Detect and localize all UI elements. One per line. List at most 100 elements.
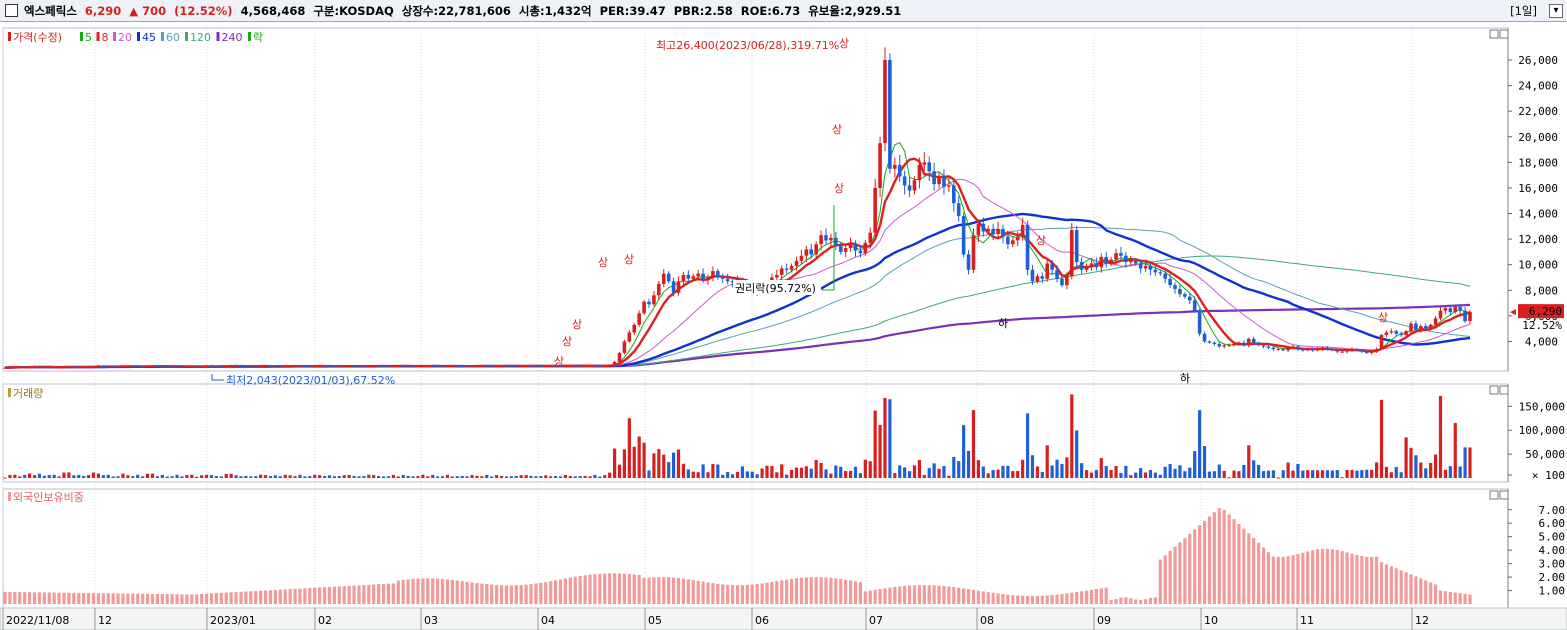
candle-body <box>220 366 224 367</box>
low-price-annotation: 최저2,043(2023/01/03),67.52% <box>226 374 395 387</box>
candle-body <box>864 243 868 253</box>
foreign-ratio-bar <box>436 579 439 604</box>
candle-body <box>780 269 784 275</box>
candle-body <box>23 367 27 368</box>
x-tick-label: 05 <box>648 614 662 627</box>
foreign-ratio-bar <box>146 594 149 604</box>
candle-body <box>337 366 341 367</box>
foreign-ratio-bar <box>348 586 351 604</box>
price-y-tick-label: 16,000 <box>1518 182 1558 195</box>
foreign-ratio-bar <box>461 581 464 604</box>
candle-body <box>726 279 730 282</box>
volume-bar <box>407 476 410 478</box>
foreign-y-tick-label: 7.00 <box>1539 504 1566 517</box>
candle-body <box>1090 263 1094 266</box>
foreign-ratio-bar <box>372 584 375 604</box>
candle-body <box>996 229 1000 234</box>
volume-bar <box>500 476 503 478</box>
volume-bar <box>1468 447 1471 478</box>
candle-body <box>569 366 573 367</box>
candle-body <box>1449 308 1453 312</box>
foreign-ratio-bar <box>1272 557 1275 604</box>
last-pct-label: 12.52% <box>1522 319 1562 332</box>
volume-bar <box>1341 477 1344 478</box>
foreign-ratio-bar <box>1355 555 1358 604</box>
candle-body <box>1021 225 1025 237</box>
limit-down-marker: 하 <box>1180 371 1190 385</box>
foreign-ratio-bar <box>529 584 532 604</box>
candle-body <box>1385 332 1389 335</box>
volume-bar <box>574 476 577 478</box>
foreign-ratio-bar <box>1282 557 1285 604</box>
volume-bar <box>628 418 631 478</box>
foreign-ratio-bar <box>898 586 901 604</box>
candle-body <box>1331 349 1335 350</box>
volume-bar <box>1065 457 1068 478</box>
volume-bar <box>1409 448 1412 478</box>
candle-body <box>421 366 425 367</box>
volume-bar <box>795 468 798 478</box>
foreign-ratio-bar <box>1267 552 1270 604</box>
candle-body <box>785 269 789 270</box>
foreign-ratio-bar <box>1169 551 1172 604</box>
candle-body <box>544 366 548 367</box>
candle-body <box>1301 349 1305 350</box>
volume-bar <box>421 475 424 478</box>
foreign-ratio-bar <box>57 593 60 604</box>
price-y-tick-label: 10,000 <box>1518 259 1558 272</box>
foreign-legend-entry: 외국인보유비중 <box>13 491 84 504</box>
volume-bar <box>416 476 419 478</box>
price-y-tick-label: 18,000 <box>1518 156 1558 169</box>
volume-bar <box>652 453 655 478</box>
foreign-ratio-bar <box>844 580 847 604</box>
foreign-ratio-bar <box>190 594 193 604</box>
x-tick-label: 04 <box>541 614 555 627</box>
volume-bar <box>549 476 552 478</box>
volume-bar <box>878 425 881 478</box>
foreign-ratio-bar <box>780 580 783 604</box>
foreign-ratio-bar <box>200 594 203 604</box>
volume-bar <box>1365 470 1368 478</box>
chart-canvas[interactable]: 2022/11/08 12 2023/01 02 03 04 05 06 07 08 09 10 11 1… <box>0 22 1567 630</box>
foreign-ratio-bar <box>362 585 365 604</box>
volume-bar <box>441 476 444 478</box>
volume-bar <box>1336 470 1339 478</box>
window-menu-button[interactable]: ▾ <box>1549 4 1563 18</box>
candle-body <box>323 366 327 367</box>
foreign-ratio-bar <box>859 582 862 604</box>
legend-entry: 20 <box>118 31 132 44</box>
candle-body <box>1272 348 1276 349</box>
foreign-ratio-bar <box>485 584 488 604</box>
foreign-ratio-bar <box>1287 556 1290 604</box>
foreign-ratio-bar <box>810 577 813 604</box>
candle-body <box>667 274 671 282</box>
candle-body <box>180 367 184 368</box>
price-change-pct: (12.52%) <box>174 4 232 18</box>
candle-body <box>269 366 273 367</box>
candle-body <box>259 366 263 367</box>
candle-body <box>918 165 922 180</box>
legend-swatch <box>137 32 140 41</box>
volume-bar <box>1178 465 1181 478</box>
foreign-ratio-bar <box>957 588 960 604</box>
volume-bar <box>141 476 144 478</box>
candle-body <box>62 367 66 368</box>
foreign-ratio-bar <box>1301 553 1304 604</box>
foreign-ratio-bar <box>765 583 768 604</box>
candle-body <box>1006 237 1010 245</box>
foreign-ratio-bar <box>667 577 670 604</box>
limit-up-marker: 상 <box>554 355 564 368</box>
volume-bar <box>1149 470 1152 478</box>
market-type: 구분:KOSDAQ <box>313 3 393 19</box>
interval-selector[interactable]: [1일] <box>1510 3 1537 19</box>
volume-bar <box>1080 463 1083 478</box>
foreign-ratio-bar <box>1296 554 1299 604</box>
foreign-ratio-bar <box>878 589 881 604</box>
candle-body <box>1340 352 1344 353</box>
volume-bar <box>952 457 955 478</box>
foreign-ratio-bar <box>854 581 857 604</box>
select-checkbox[interactable] <box>5 4 18 17</box>
candle-body <box>1183 294 1187 297</box>
volume-bar <box>1134 473 1137 478</box>
foreign-ratio-bar <box>829 578 832 604</box>
